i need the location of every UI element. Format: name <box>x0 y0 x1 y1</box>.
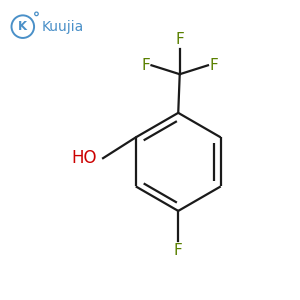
Text: Kuujia: Kuujia <box>41 20 84 34</box>
Text: K: K <box>18 20 27 33</box>
Text: F: F <box>175 32 184 46</box>
Text: F: F <box>209 58 218 73</box>
Text: HO: HO <box>72 149 97 167</box>
Text: F: F <box>141 58 150 73</box>
Text: F: F <box>174 243 183 258</box>
